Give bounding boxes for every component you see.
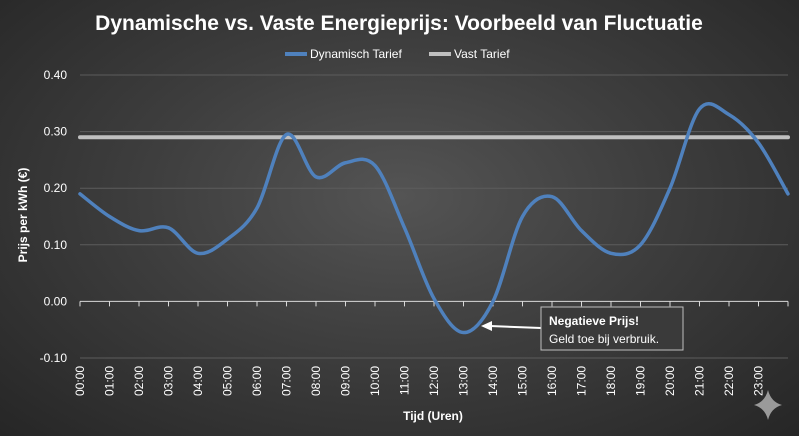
x-tick-label: 08:00 [309,366,323,396]
x-tick-label: 15:00 [516,366,530,396]
x-tick-label: 14:00 [486,366,500,396]
series-line-dynamic [78,102,790,335]
x-tick-label: 12:00 [427,366,441,396]
x-tick-label: 13:00 [457,366,471,396]
x-tick-label: 16:00 [545,366,559,396]
annotation-box [540,306,684,351]
x-tick-label: 18:00 [604,366,618,396]
sparkle-icon [754,390,782,420]
x-tick-label: 23:00 [752,366,766,396]
x-tick-label: 06:00 [250,366,264,396]
y-tick-label: 0.30 [44,125,68,139]
legend: Dynamisch Tarief Vast Tarief [285,47,510,61]
chart-title: Dynamische vs. Vaste Energieprijs: Voorb… [95,12,703,35]
y-axis-label: Prijs per kWh (€) [16,168,30,263]
x-tick-label: 05:00 [221,366,235,396]
x-tick-label: 20:00 [663,366,677,396]
x-tick-label: 00:00 [73,366,87,396]
x-tick-label: 17:00 [575,366,589,396]
x-tick-label: 21:00 [693,366,707,396]
x-tick-label: 04:00 [191,366,205,396]
legend-label-dynamic: Dynamisch Tarief [310,47,402,61]
x-tick-label: 10:00 [368,366,382,396]
x-tick-label: 01:00 [103,366,117,396]
legend-label-fixed: Vast Tarief [454,47,510,61]
y-tick-label: 0.00 [44,294,68,308]
y-tick-label: 0.10 [44,238,68,252]
y-tick-label: -0.10 [40,351,68,365]
annotation: Negatieve Prijs! Geld toe bij verbruik. [481,306,684,351]
x-tick-label: 11:00 [398,366,412,395]
x-tick-label: 09:00 [339,366,353,396]
annotation-text: Geld toe bij verbruik. [549,332,659,346]
annotation-title: Negatieve Prijs! [549,314,639,328]
y-tick-label: 0.40 [44,68,68,82]
x-tick-label: 03:00 [162,366,176,396]
x-tick-label: 07:00 [280,366,294,396]
y-tick-label: 0.20 [44,181,68,195]
x-tick-label: 19:00 [634,366,648,396]
annotation-arrowhead [481,321,492,331]
x-tick-label: 22:00 [722,366,736,396]
x-tick-label: 02:00 [132,366,146,396]
annotation-arrow [489,325,542,329]
x-axis-label: Tijd (Uren) [403,409,463,423]
